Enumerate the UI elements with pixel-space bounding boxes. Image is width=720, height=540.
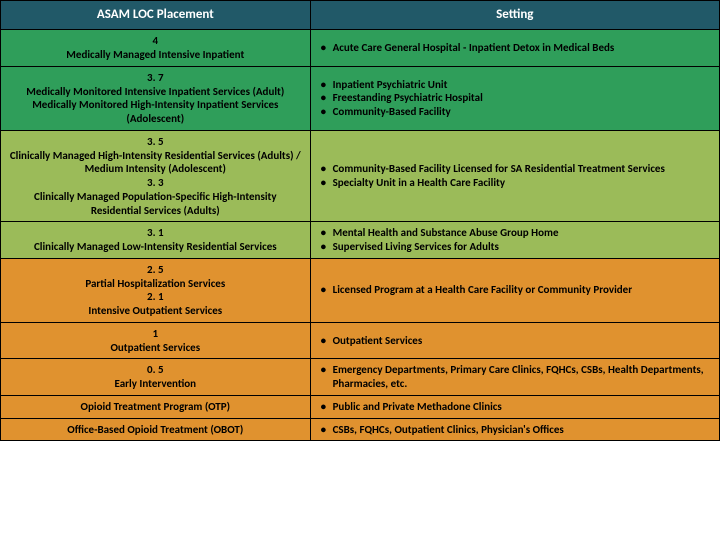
placement-line: Medically Monitored High-Intensity Inpat… bbox=[9, 98, 302, 126]
placement-line: Medically Managed Intensive Inpatient bbox=[9, 48, 302, 62]
placement-line: 3. 7 bbox=[9, 71, 302, 85]
table-row: Office-Based Opioid Treatment (OBOT) CSBs… bbox=[1, 418, 720, 441]
table-row: 4Medically Managed Intensive Inpatient Ac… bbox=[1, 30, 720, 67]
setting-list: Inpatient Psychiatric UnitFreestanding P… bbox=[319, 78, 711, 119]
setting-list: CSBs, FQHCs, Outpatient Clinics, Physici… bbox=[319, 423, 711, 437]
setting-item: Freestanding Psychiatric Hospital bbox=[319, 91, 711, 105]
table-row: 3. 7Medically Monitored Intensive Inpati… bbox=[1, 66, 720, 130]
placement-line: Outpatient Services bbox=[9, 341, 302, 355]
table-row: Opioid Treatment Program (OTP) Public and… bbox=[1, 395, 720, 418]
placement-cell: 3. 7Medically Monitored Intensive Inpati… bbox=[1, 66, 311, 130]
setting-item: Community-Based Facility Licensed for SA… bbox=[319, 162, 711, 176]
placement-line: 3. 1 bbox=[9, 226, 302, 240]
table-row: 1Outpatient ServicesOutpatient Services bbox=[1, 322, 720, 359]
placement-line: Clinically Managed Low-Intensity Residen… bbox=[9, 240, 302, 254]
placement-cell: 2. 5Partial Hospitalization Services2. 1… bbox=[1, 258, 311, 322]
setting-list: Community-Based Facility Licensed for SA… bbox=[319, 162, 711, 190]
setting-list: Emergency Departments, Primary Care Clin… bbox=[319, 363, 711, 391]
placement-line: Early Intervention bbox=[9, 377, 302, 391]
placement-cell: 4Medically Managed Intensive Inpatient bbox=[1, 30, 311, 67]
setting-cell: Public and Private Methadone Clinics bbox=[310, 395, 719, 418]
placement-line: 4 bbox=[9, 34, 302, 48]
setting-item: CSBs, FQHCs, Outpatient Clinics, Physici… bbox=[319, 423, 711, 437]
setting-list: Licensed Program at a Health Care Facili… bbox=[319, 283, 711, 297]
placement-line: 0. 5 bbox=[9, 363, 302, 377]
setting-item: Licensed Program at a Health Care Facili… bbox=[319, 283, 711, 297]
placement-cell: 3. 5Clinically Managed High-Intensity Re… bbox=[1, 130, 311, 222]
setting-item: Acute Care General Hospital - Inpatient … bbox=[319, 41, 711, 55]
setting-cell: Inpatient Psychiatric UnitFreestanding P… bbox=[310, 66, 719, 130]
setting-item: Outpatient Services bbox=[319, 334, 711, 348]
setting-cell: Emergency Departments, Primary Care Clin… bbox=[310, 359, 719, 396]
table-row: 2. 5Partial Hospitalization Services2. 1… bbox=[1, 258, 720, 322]
setting-cell: Mental Health and Substance Abuse Group … bbox=[310, 222, 719, 259]
table-row: 0. 5Early Intervention Emergency Departme… bbox=[1, 359, 720, 396]
placement-line: 2. 5 bbox=[9, 263, 302, 277]
setting-item: Public and Private Methadone Clinics bbox=[319, 400, 711, 414]
setting-list: Acute Care General Hospital - Inpatient … bbox=[319, 41, 711, 55]
setting-item: Specialty Unit in a Health Care Facility bbox=[319, 176, 711, 190]
placement-line: 3. 5 bbox=[9, 135, 302, 149]
setting-item: Mental Health and Substance Abuse Group … bbox=[319, 226, 711, 240]
placement-line: Opioid Treatment Program (OTP) bbox=[9, 400, 302, 414]
placement-cell: Office-Based Opioid Treatment (OBOT) bbox=[1, 418, 311, 441]
placement-line: Clinically Managed High-Intensity Reside… bbox=[9, 149, 302, 177]
placement-line: Partial Hospitalization Services bbox=[9, 277, 302, 291]
placement-cell: 3. 1Clinically Managed Low-Intensity Res… bbox=[1, 222, 311, 259]
table-row: 3. 1Clinically Managed Low-Intensity Res… bbox=[1, 222, 720, 259]
placement-line: Intensive Outpatient Services bbox=[9, 304, 302, 318]
placement-line: Medically Monitored Intensive Inpatient … bbox=[9, 85, 302, 99]
table-row: 3. 5Clinically Managed High-Intensity Re… bbox=[1, 130, 720, 222]
header-placement: ASAM LOC Placement bbox=[1, 1, 311, 30]
setting-cell: Community-Based Facility Licensed for SA… bbox=[310, 130, 719, 222]
placement-cell: Opioid Treatment Program (OTP) bbox=[1, 395, 311, 418]
placement-line: Clinically Managed Population-Specific H… bbox=[9, 190, 302, 218]
setting-list: Mental Health and Substance Abuse Group … bbox=[319, 226, 711, 254]
placement-line: 1 bbox=[9, 327, 302, 341]
placement-line: 2. 1 bbox=[9, 290, 302, 304]
setting-cell: CSBs, FQHCs, Outpatient Clinics, Physici… bbox=[310, 418, 719, 441]
setting-list: Outpatient Services bbox=[319, 334, 711, 348]
setting-item: Inpatient Psychiatric Unit bbox=[319, 78, 711, 92]
setting-cell: Acute Care General Hospital - Inpatient … bbox=[310, 30, 719, 67]
setting-item: Emergency Departments, Primary Care Clin… bbox=[319, 363, 711, 391]
setting-cell: Outpatient Services bbox=[310, 322, 719, 359]
setting-list: Public and Private Methadone Clinics bbox=[319, 400, 711, 414]
placement-cell: 1Outpatient Services bbox=[1, 322, 311, 359]
placement-line: 3. 3 bbox=[9, 176, 302, 190]
table-header-row: ASAM LOC Placement Setting bbox=[1, 1, 720, 30]
setting-item: Supervised Living Services for Adults bbox=[319, 240, 711, 254]
placement-line: Office-Based Opioid Treatment (OBOT) bbox=[9, 423, 302, 437]
setting-cell: Licensed Program at a Health Care Facili… bbox=[310, 258, 719, 322]
header-setting: Setting bbox=[310, 1, 719, 30]
asam-loc-table: ASAM LOC Placement Setting 4Medically Ma… bbox=[0, 0, 720, 441]
setting-item: Community-Based Facility bbox=[319, 105, 711, 119]
placement-cell: 0. 5Early Intervention bbox=[1, 359, 311, 396]
